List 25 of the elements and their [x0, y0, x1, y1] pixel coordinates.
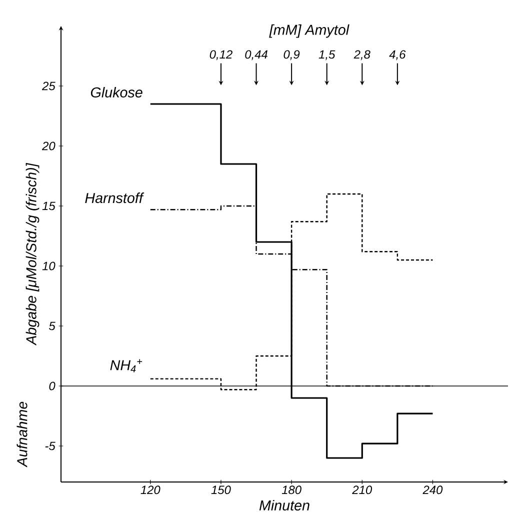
y-tick-label: 10	[42, 262, 56, 270]
series-label: Glukose	[90, 86, 142, 98]
annotation: 0,44	[245, 50, 268, 60]
x-axis-title: Minuten	[259, 500, 310, 510]
y-tick-label: -5	[45, 442, 56, 450]
y-tick-label: 20	[42, 142, 56, 150]
y-tick-label: 5	[48, 322, 56, 330]
series-label: Harnstoff	[85, 192, 144, 204]
annotation: 2,8	[354, 50, 370, 60]
annotation: 1,5	[318, 50, 336, 60]
annotation: 4,6	[389, 50, 406, 60]
annotation: 0,12	[210, 50, 232, 60]
y-tick-label: 25	[42, 82, 56, 90]
x-tick-label: 240	[422, 486, 443, 494]
x-tick-label: 120	[140, 486, 160, 494]
series-label: NH$_{4}$+	[110, 359, 142, 372]
x-tick-label: 180	[282, 486, 302, 494]
annotation: 0,9	[284, 50, 300, 60]
annotation: [mM] Amytol	[269, 24, 350, 38]
y-tick-label: 0	[49, 382, 56, 390]
y-tick-label: 15	[42, 202, 56, 210]
text: Aufnahme	[16, 402, 28, 468]
x-tick-label: 150	[211, 486, 231, 494]
x-tick-label: 210	[352, 486, 372, 494]
y-axis-title: Abgabe [μMol/Std./g (frisch)]	[26, 162, 40, 346]
